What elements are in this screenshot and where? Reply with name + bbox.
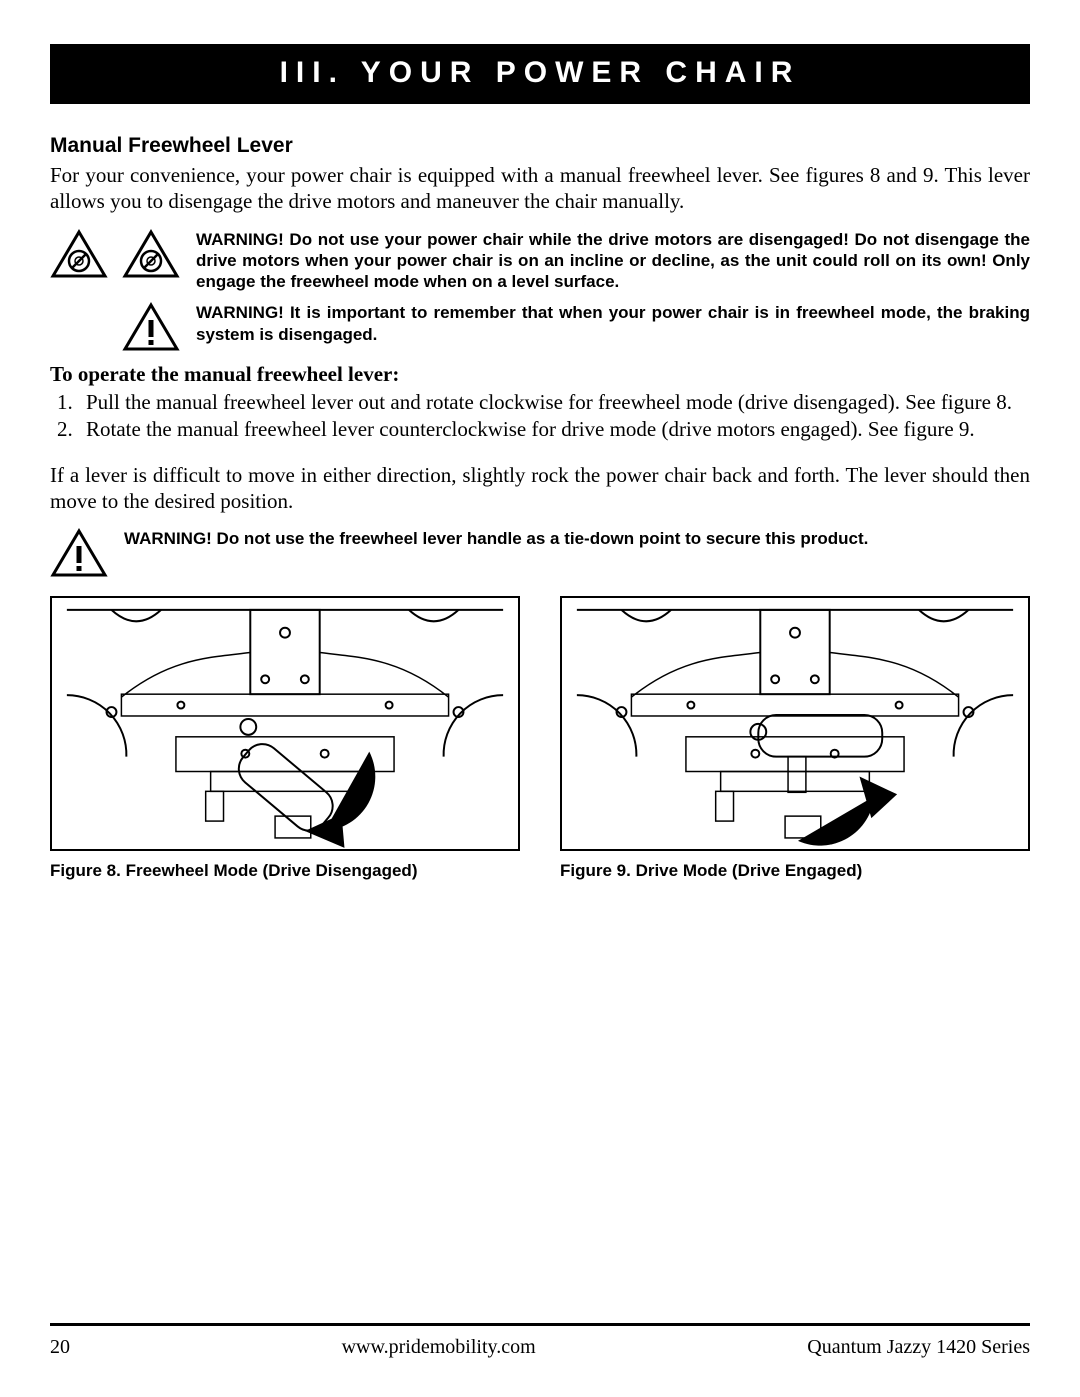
- footer-rule: [50, 1323, 1030, 1326]
- operate-step-1: Pull the manual freewheel lever out and …: [78, 389, 1030, 415]
- prohibition-icon: [122, 229, 180, 279]
- figure-8-caption: Figure 8. Freewheel Mode (Drive Disengag…: [50, 861, 520, 881]
- warning-icons-row: [50, 229, 180, 279]
- figure-8: Figure 8. Freewheel Mode (Drive Disengag…: [50, 596, 520, 881]
- footer-url: www.pridemobility.com: [342, 1336, 536, 1359]
- diagram-freewheel: [52, 598, 518, 851]
- figure-8-image: [50, 596, 520, 851]
- caution-icon: [50, 528, 108, 578]
- section-title: Manual Freewheel Lever: [50, 134, 1030, 158]
- footer-product: Quantum Jazzy 1420 Series: [807, 1336, 1030, 1359]
- warning-text-3: WARNING! Do not use the freewheel lever …: [124, 528, 1030, 549]
- figure-9-image: [560, 596, 1030, 851]
- intro-paragraph: For your convenience, your power chair i…: [50, 162, 1030, 215]
- operate-steps: Pull the manual freewheel lever out and …: [50, 389, 1030, 442]
- figures-row: Figure 8. Freewheel Mode (Drive Disengag…: [50, 596, 1030, 881]
- operate-heading: To operate the manual freewheel lever:: [50, 362, 1030, 387]
- operate-step-2: Rotate the manual freewheel lever counte…: [78, 416, 1030, 442]
- warning-block-1: WARNING! Do not use your power chair whi…: [50, 229, 1030, 293]
- warning-block-3: WARNING! Do not use the freewheel lever …: [50, 528, 1030, 578]
- page-footer: 20 www.pridemobility.com Quantum Jazzy 1…: [50, 1323, 1030, 1359]
- warning-text-2: WARNING! It is important to remember tha…: [196, 302, 1030, 345]
- diagram-drive: [562, 598, 1028, 851]
- page-number: 20: [50, 1336, 70, 1359]
- section-header: III. YOUR POWER CHAIR: [50, 44, 1030, 104]
- prohibition-icon: [50, 229, 108, 279]
- operate-note: If a lever is difficult to move in eithe…: [50, 462, 1030, 515]
- warning-block-2: WARNING! It is important to remember tha…: [50, 302, 1030, 352]
- manual-page: III. YOUR POWER CHAIR Manual Freewheel L…: [0, 0, 1080, 1397]
- figure-9: Figure 9. Drive Mode (Drive Engaged): [560, 596, 1030, 881]
- figure-9-caption: Figure 9. Drive Mode (Drive Engaged): [560, 861, 1030, 881]
- warning-text-1: WARNING! Do not use your power chair whi…: [196, 229, 1030, 293]
- caution-icon: [122, 302, 180, 352]
